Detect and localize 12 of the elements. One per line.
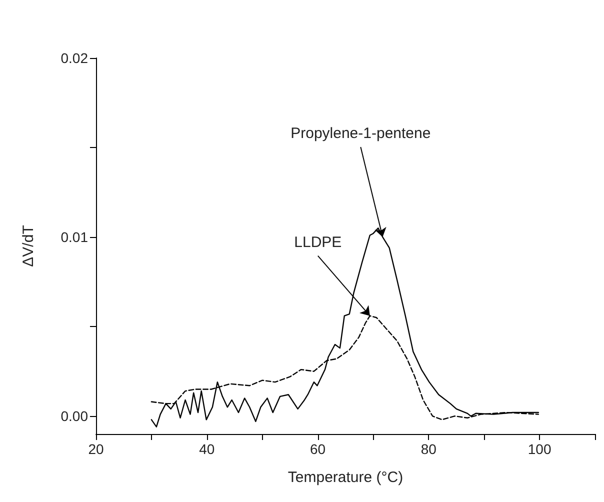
annotation: LLDPE — [294, 234, 342, 251]
x-tick-label: 80 — [420, 441, 437, 457]
x-tick-label: 20 — [88, 441, 104, 457]
y-tick-label: 0.00 — [60, 408, 88, 424]
x-axis-title: Temperature (°C) — [288, 469, 404, 486]
x-tick-label: 40 — [199, 441, 215, 457]
y-axis-title: ΔV/dT — [20, 225, 37, 267]
x-tick-label: 100 — [528, 441, 552, 457]
y-tick-label: 0.01 — [60, 229, 88, 246]
x-tick-label: 60 — [310, 441, 326, 457]
annotation: Propylene-1-pentene — [290, 125, 431, 142]
y-tick-label: 0.02 — [60, 50, 88, 66]
